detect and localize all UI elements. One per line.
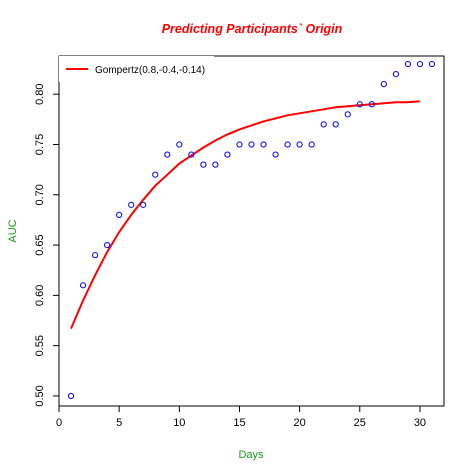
x-tick-label: 30 [414, 417, 426, 429]
data-point [368, 101, 375, 108]
data-point [272, 151, 279, 158]
y-tick-label: 0.80 [34, 84, 46, 105]
data-point [380, 81, 387, 88]
data-point [284, 141, 291, 148]
data-point [140, 201, 147, 208]
legend: Gompertz(0.8,-0.4,-0.14) [59, 56, 214, 82]
data-point [428, 60, 436, 68]
data-point [164, 151, 171, 158]
y-tick-label: 0.75 [34, 134, 46, 155]
y-tick-label: 0.55 [34, 335, 46, 356]
data-point [104, 241, 111, 249]
y-tick-label: 0.65 [34, 234, 46, 255]
data-points [67, 60, 436, 400]
data-point [91, 252, 99, 259]
data-point [176, 141, 183, 148]
y-axis: 0.50 0.55 0.60 0.65 0.70 0.75 0.80 [34, 84, 59, 407]
x-tick-label: 15 [233, 417, 245, 429]
data-point [416, 60, 424, 68]
data-point [404, 60, 412, 68]
x-tick-label: 25 [354, 417, 366, 429]
data-point [188, 151, 195, 158]
data-point [308, 141, 315, 148]
x-axis: 0 5 10 15 20 25 30 [56, 406, 426, 429]
data-point [212, 161, 219, 168]
data-point [356, 101, 363, 108]
data-point [67, 392, 75, 400]
data-point [116, 211, 123, 219]
data-point [128, 201, 135, 208]
fitted-curve [70, 100, 420, 329]
data-point [79, 282, 87, 289]
data-point [248, 141, 255, 148]
y-tick-label: 0.50 [34, 385, 46, 406]
data-point [224, 151, 231, 158]
legend-label: Gompertz(0.8,-0.4,-0.14) [95, 65, 205, 76]
chart-title: Predicting Participants` Origin [162, 22, 343, 36]
data-point [236, 141, 243, 148]
data-point [152, 171, 159, 178]
data-point [332, 121, 339, 128]
data-point [296, 141, 303, 148]
data-point [200, 161, 207, 168]
plot-frame [58, 55, 445, 407]
data-point [392, 71, 399, 78]
data-point [260, 141, 267, 148]
gompertz-fit-line [70, 100, 420, 329]
x-axis-title: Days [238, 449, 264, 461]
x-tick-label: 20 [294, 417, 306, 429]
y-tick-label: 0.70 [34, 184, 46, 205]
data-point [344, 111, 351, 118]
x-tick-label: 5 [116, 417, 122, 429]
x-tick-label: 10 [173, 417, 185, 429]
y-tick-label: 0.60 [34, 285, 46, 306]
y-axis-title: AUC [7, 219, 19, 242]
data-point [320, 121, 327, 128]
x-tick-label: 0 [56, 417, 62, 429]
